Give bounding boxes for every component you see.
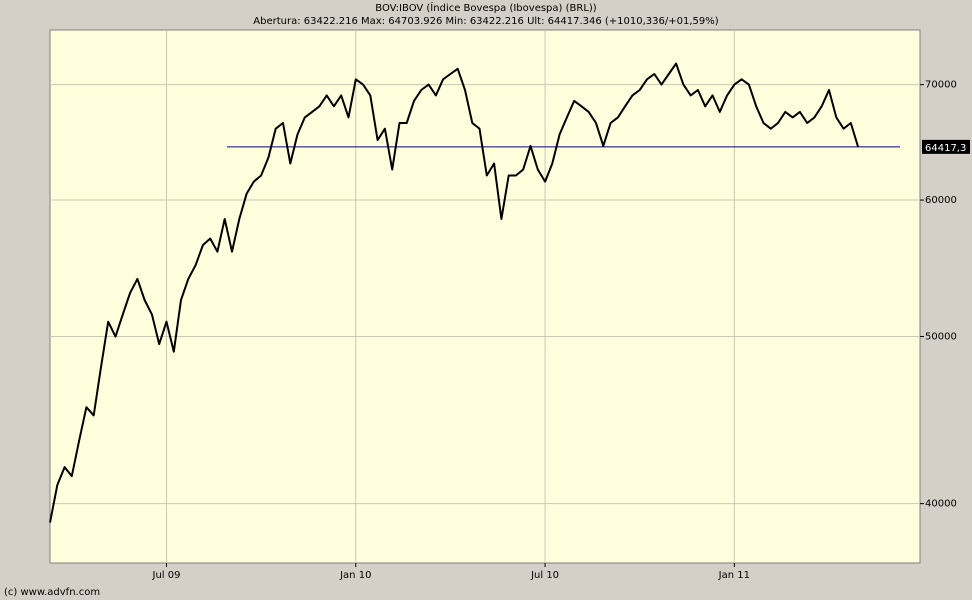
x-tick-label: Jan 11 (718, 570, 750, 581)
last-value-box (922, 139, 970, 154)
credit: (c) www.advfn.com (4, 587, 100, 598)
plot-area (49, 29, 921, 564)
x-tick-label: Jul 10 (530, 570, 559, 581)
x-tick-label: Jul 09 (152, 570, 181, 581)
price-line (49, 62, 860, 523)
chart-subtitle: Abertura: 63422.216 Max: 64703.926 Min: … (253, 16, 718, 27)
y-tick-label: 40000 (925, 499, 957, 510)
last-value-label: 64417,3 (925, 143, 966, 154)
x-tick-label: Jan 10 (339, 570, 371, 581)
y-tick-label: 70000 (925, 80, 957, 91)
y-tick-label: 50000 (925, 332, 957, 343)
chart-title: BOV:IBOV (Índice Bovespa (Ibovespa) (BRL… (375, 1, 597, 14)
y-tick-label: 60000 (925, 195, 957, 206)
